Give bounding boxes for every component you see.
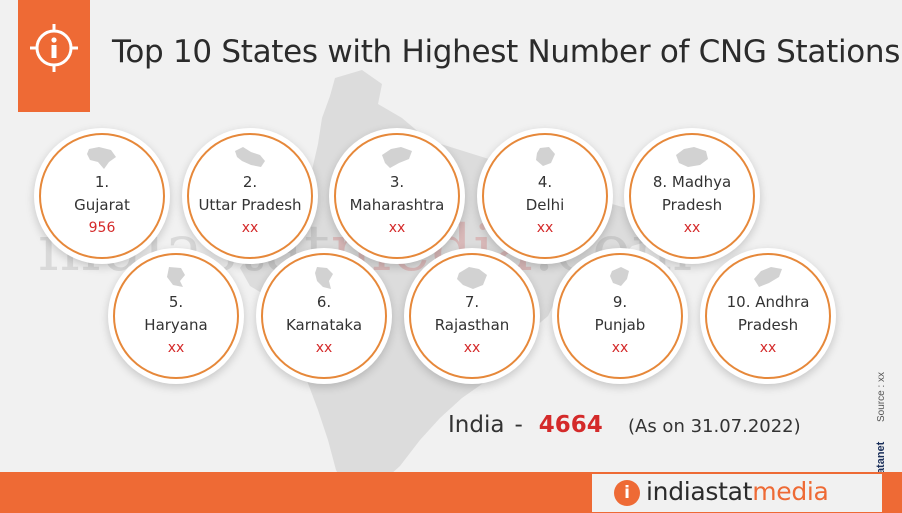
state-rank: 4.: [537, 173, 553, 191]
state-card-andhra-pradesh: 10. Andhra Pradesh xx: [705, 253, 831, 379]
brand-part1: indiastat: [646, 477, 753, 506]
state-name: Delhi: [525, 196, 565, 214]
state-card-uttar-pradesh: 2. Uttar Pradesh xx: [187, 133, 313, 259]
state-rank: 9.: [612, 293, 628, 311]
source-text: Source : xx: [876, 372, 887, 422]
state-value: xx: [536, 220, 554, 236]
karnataka-map-icon: [315, 267, 333, 289]
info-icon: [30, 24, 78, 72]
india-dash: -: [514, 412, 523, 438]
state-card-maharashtra: 3. Maharashtra xx: [334, 133, 460, 259]
state-value: xx: [241, 220, 259, 236]
state-value: xx: [759, 340, 777, 356]
gujarat-map-icon: [87, 147, 116, 169]
brand-name: indiastatmedia: [646, 477, 829, 506]
state-name: Pradesh: [661, 196, 723, 214]
haryana-map-icon: [167, 267, 185, 287]
footer-bar: i indiastatmedia: [0, 472, 902, 513]
state-rank: 10. Andhra: [726, 293, 810, 311]
state-value: xx: [315, 340, 333, 356]
state-card-gujarat: 1. Gujarat 956: [39, 133, 165, 259]
state-name: Haryana: [144, 316, 208, 334]
state-name: Uttar Pradesh: [198, 196, 302, 214]
state-value: xx: [388, 220, 406, 236]
state-name: Gujarat: [74, 196, 130, 214]
state-rank: 6.: [316, 293, 332, 311]
state-card-delhi: 4. Delhi xx: [482, 133, 608, 259]
state-rank: 5.: [168, 293, 184, 311]
state-value: xx: [611, 340, 629, 356]
state-card-karnataka: 6. Karnataka xx: [261, 253, 387, 379]
state-card-madhya-pradesh: 8. Madhya Pradesh xx: [629, 133, 755, 259]
state-rank: 1.: [94, 173, 110, 191]
state-value: xx: [167, 340, 185, 356]
uttar-pradesh-map-icon: [235, 147, 265, 167]
india-label: India: [448, 412, 505, 438]
state-rank: 8. Madhya: [652, 173, 732, 191]
india-total: India -4664: [448, 412, 603, 438]
state-name: Maharashtra: [349, 196, 445, 214]
punjab-map-icon: [610, 267, 629, 286]
state-name: Rajasthan: [434, 316, 510, 334]
as-on-date: (As on 31.07.2022): [628, 416, 801, 437]
madhya-pradesh-map-icon: [676, 147, 708, 167]
rajasthan-map-icon: [457, 267, 487, 289]
delhi-map-icon: [536, 147, 555, 166]
state-rank: 3.: [389, 173, 405, 191]
state-rank: 7.: [464, 293, 480, 311]
brand-info-icon: i: [614, 480, 640, 506]
brand-logo: i indiastatmedia: [592, 474, 882, 512]
state-name: Pradesh: [737, 316, 799, 334]
state-card-haryana: 5. Haryana xx: [113, 253, 239, 379]
maharashtra-map-icon: [382, 147, 412, 168]
datanet-brand: Datanet: [875, 441, 887, 482]
state-name: Karnataka: [285, 316, 363, 334]
state-card-punjab: 9. Punjab xx: [557, 253, 683, 379]
brand-part2: media: [752, 477, 829, 506]
india-total-value: 4664: [538, 412, 603, 438]
state-value: 956: [88, 220, 116, 236]
state-card-rajasthan: 7. Rajasthan xx: [409, 253, 535, 379]
header-badge: [18, 0, 90, 112]
state-value: xx: [463, 340, 481, 356]
andhra-pradesh-map-icon: [754, 267, 782, 287]
state-name: Punjab: [594, 316, 646, 334]
state-rank: 2.: [242, 173, 258, 191]
page-title: Top 10 States with Highest Number of CNG…: [112, 34, 901, 70]
state-value: xx: [683, 220, 701, 236]
